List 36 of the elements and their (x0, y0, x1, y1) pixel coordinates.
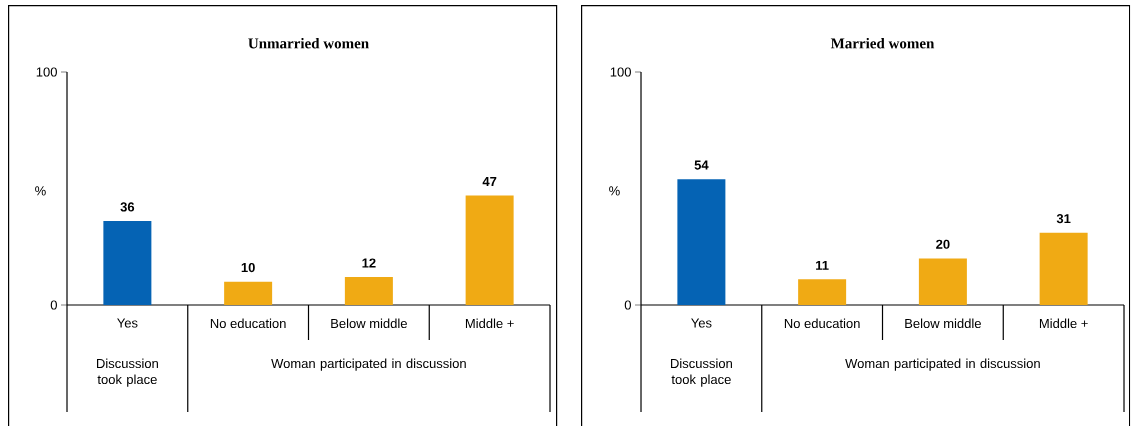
bar (465, 195, 514, 305)
x-tick-label: Below middle (905, 318, 981, 329)
bar (103, 221, 152, 305)
data-label: 47 (482, 177, 497, 186)
x-tick-label: No education (210, 318, 286, 329)
text: Woman participated in discussion (271, 358, 466, 371)
y-tick-label: 0 (50, 300, 57, 310)
x-tick-label: Middle + (1039, 318, 1088, 329)
data-label: 54 (694, 160, 709, 170)
bar (918, 258, 967, 305)
data-label: 10 (241, 262, 255, 273)
data-label: 20 (936, 239, 950, 249)
data-label: 11 (816, 260, 829, 270)
x-tick-label: Yes (117, 318, 138, 328)
chart-title: Married women (830, 37, 935, 49)
x-tick-label: Middle + (465, 318, 514, 329)
y-tick-label: 100 (36, 67, 57, 77)
bar (1039, 232, 1088, 305)
bar (224, 281, 273, 305)
text: Discussion took place (671, 358, 732, 387)
y-tick-label: 100 (610, 67, 631, 77)
chart-title: Unmarried women (248, 37, 369, 49)
text: Woman participated in discussion (845, 358, 1040, 371)
bar (344, 277, 393, 305)
bar (677, 179, 726, 305)
data-label: 12 (362, 258, 376, 268)
data-label: 31 (1056, 214, 1071, 224)
data-label: 36 (120, 202, 135, 212)
y-axis-title: % (35, 186, 46, 196)
x-tick-label: Yes (691, 318, 712, 328)
y-axis-title: % (609, 186, 620, 196)
x-tick-label: Below middle (331, 318, 407, 329)
bar (798, 279, 847, 305)
text: Discussion took place (97, 358, 158, 387)
x-tick-label: No education (784, 318, 860, 329)
y-tick-label: 0 (624, 300, 631, 310)
